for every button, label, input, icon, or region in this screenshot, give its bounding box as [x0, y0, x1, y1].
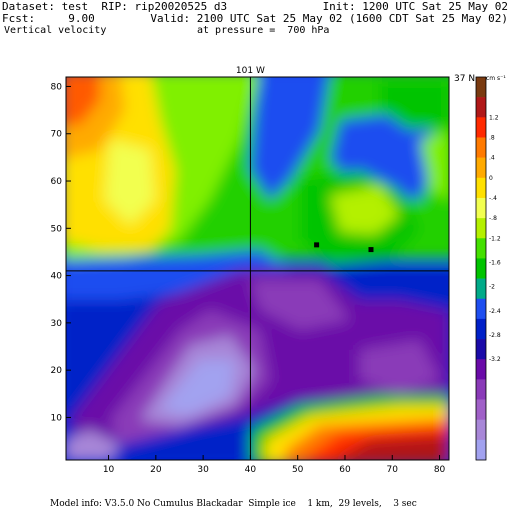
axis-ticks: [66, 85, 441, 460]
init-line: Init: 1200 UTC Sat 25 May 02: [322, 0, 508, 13]
x-tick-label: 50: [292, 465, 304, 475]
colorbar-label: -.4: [489, 195, 497, 202]
colorbar-swatch: [476, 439, 486, 461]
colorbar-swatch: [476, 117, 486, 138]
colorbar-label: -3.2: [489, 356, 501, 363]
valid-line: Valid: 2100 UTC Sat 25 May 02 (1600 CDT …: [150, 12, 508, 25]
y-tick-label: 20: [51, 366, 63, 376]
colorbar-frame: [475, 76, 487, 461]
x-tick-label: 60: [339, 465, 351, 475]
y-tick-label: 10: [51, 413, 63, 423]
colorbar-swatch: [476, 177, 486, 199]
colorbar-label: 1.2: [489, 114, 499, 121]
x-tick-label: 40: [245, 465, 257, 475]
x-tick-labels: 10 20 30 40 50 60 70 80: [103, 465, 446, 475]
y-tick-label: 30: [51, 319, 63, 329]
colorbar-label: 0: [489, 175, 493, 182]
model-info: Model info: V3.5.0 No Cumulus Blackadar …: [50, 499, 417, 509]
colorbar-swatch: [476, 399, 486, 420]
plot-frame: [65, 76, 450, 461]
station-markers: [314, 242, 374, 253]
dataset-line: Dataset: test RIP: rip20020525 d3: [2, 0, 228, 13]
colorbar-swatch: [476, 379, 486, 400]
latitude-label: 37 N: [454, 74, 475, 84]
colorbar-units: cm s⁻¹: [486, 75, 506, 82]
colorbar-swatch: [476, 298, 486, 320]
pressure-level: at pressure = 700 hPa: [197, 25, 330, 36]
colorbar-swatch: [476, 157, 486, 179]
station-marker: [314, 242, 320, 248]
y-tick-label: 60: [51, 177, 63, 187]
colorbar-label: -1.2: [489, 235, 501, 242]
colorbar-swatch: [476, 238, 486, 259]
colorbar-swatch: [476, 258, 486, 279]
colorbar-label: -.8: [489, 215, 497, 222]
colorbar-label: .8: [489, 134, 495, 141]
x-tick-label: 70: [387, 465, 399, 475]
colorbar-swatch: [476, 137, 486, 158]
colorbar-swatch: [476, 197, 486, 219]
x-tick-label: 10: [103, 465, 115, 475]
y-tick-label: 40: [51, 272, 63, 282]
colorbar-swatch: [476, 218, 486, 239]
colorbar-swatch: [476, 77, 486, 98]
x-tick-label: 80: [434, 465, 446, 475]
fcst-line: Fcst: 9.00: [2, 12, 95, 25]
colorbar-swatch: [476, 359, 486, 380]
colorbar-label: -2: [489, 284, 495, 291]
y-tick-label: 70: [51, 130, 63, 140]
x-tick-label: 20: [150, 465, 162, 475]
colorbar-swatch: [476, 419, 486, 441]
colorbar-swatch: [476, 339, 486, 360]
y-tick-labels: 10 20 30 40 50 60 70 80: [51, 82, 63, 423]
field-shading: [66, 77, 449, 460]
colorbar-label: -1.6: [489, 259, 501, 266]
colorbar-swatch: [476, 97, 486, 118]
x-tick-label: 30: [197, 465, 209, 475]
colorbar-swatch: [476, 278, 486, 300]
colorbar: 1.2 .8 .4 0 -.4 -.8 -1.2 -1.6 -2 -2.4 -2.8 -3.2: [475, 76, 501, 461]
field-name: Vertical velocity: [4, 25, 107, 36]
y-tick-label: 80: [51, 82, 63, 92]
longitude-label: 101 W: [236, 66, 265, 76]
colorbar-label: .4: [489, 155, 495, 162]
colorbar-label: -2.8: [489, 332, 501, 339]
colorbar-label: -2.4: [489, 308, 501, 315]
y-tick-label: 50: [51, 224, 63, 234]
station-marker: [368, 247, 374, 253]
colorbar-swatch: [476, 318, 486, 340]
